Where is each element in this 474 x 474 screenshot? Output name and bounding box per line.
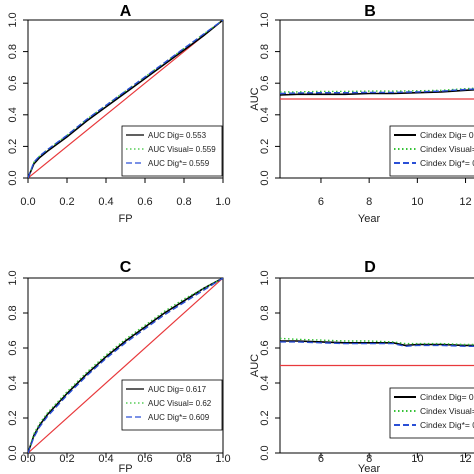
legend-label: AUC Dig*= 0.609	[148, 413, 210, 422]
y-tick-label: 0.8	[7, 44, 19, 59]
plot-area	[280, 337, 474, 367]
x-tick-label: 10	[411, 196, 423, 208]
legend: AUC Dig= 0.617 AUC Visual= 0.62 AUC Dig*= …	[121, 379, 223, 431]
x-tick-label: 8	[366, 196, 372, 208]
y-tick-label: 0.8	[259, 44, 271, 59]
x-tick-label: 0.8	[176, 453, 191, 465]
plot-area	[28, 20, 223, 178]
series-line-0	[280, 89, 474, 96]
y-tick-label: 1.0	[259, 12, 271, 27]
y-tick-label: 1.0	[7, 270, 19, 285]
x-tick-label: 8	[366, 453, 372, 465]
y-tick-label: 0.2	[7, 139, 19, 154]
series-line-0	[28, 278, 223, 453]
series-line-2	[280, 88, 474, 95]
x-tick-label: 0.8	[176, 196, 191, 208]
legend-label: Cindex Dig*= 0	[420, 420, 474, 430]
x-tick-label: 0.0	[20, 453, 35, 465]
x-axis-title: FP	[118, 213, 132, 225]
x-axis-title: Year	[358, 463, 381, 474]
x-tick-label: 12	[459, 196, 471, 208]
series-line-0	[280, 340, 474, 347]
x-tick-label: 6	[318, 453, 324, 465]
legend-label: AUC Dig*= 0.559	[148, 159, 210, 168]
y-tick-label: 0.0	[7, 170, 19, 185]
legend-label: AUC Visual= 0.62	[148, 399, 212, 408]
x-tick-label: 12	[459, 453, 471, 465]
x-tick-label: 0.2	[59, 196, 74, 208]
y-tick-label: 0.2	[259, 139, 271, 154]
legend-label: AUC Visual= 0.559	[148, 145, 216, 154]
panel-d: D 0.0 0.2 0.4 0.6 0.8 1.0 6 8 10 12 Year AUC Cindex D…	[249, 259, 474, 474]
y-tick-label: 0.8	[259, 305, 271, 320]
plot-area	[280, 87, 474, 100]
panel-title: B	[364, 3, 376, 20]
plot-area	[28, 278, 223, 453]
legend-label: Cindex Dig= 0.6	[420, 392, 474, 402]
x-tick-label: 0.6	[137, 196, 152, 208]
panel-b: B 0.0 0.2 0.4 0.6 0.8 1.0 6 8 10 12 Year AUC Cindex D…	[249, 3, 474, 225]
panel-title: A	[120, 3, 132, 20]
reference-diagonal-line	[28, 20, 223, 178]
y-tick-label: 0.4	[259, 375, 271, 390]
y-tick-label: 1.0	[259, 270, 271, 285]
y-axis-title: AUC	[249, 87, 261, 110]
series-line-1	[28, 278, 223, 453]
y-tick-label: 0.4	[7, 107, 19, 122]
legend-label: AUC Dig= 0.553	[148, 131, 207, 140]
x-tick-label: 0.0	[20, 196, 35, 208]
panel-title: C	[120, 259, 132, 276]
y-tick-label: 0.6	[259, 76, 271, 91]
series-line-2	[28, 278, 223, 453]
y-tick-label: 0.0	[7, 445, 19, 460]
legend-label: Cindex Visual=	[420, 406, 474, 416]
series-line-0	[28, 20, 223, 178]
y-tick-label: 0.4	[259, 107, 271, 122]
series-line-1	[280, 337, 474, 346]
plot-frame	[27, 277, 224, 454]
panel-a: A 0.0 0.2 0.4 0.6 0.8 1.0 0.0 0.2 0.4 0.6 0.8 1.0 FP A…	[7, 3, 231, 225]
legend-box	[121, 125, 223, 177]
legend-label: Cindex Visual=	[420, 144, 474, 154]
y-tick-label: 0.0	[259, 170, 271, 185]
x-tick-label: 0.6	[137, 453, 152, 465]
y-tick-label: 0.2	[259, 410, 271, 425]
y-tick-label: 0.2	[7, 410, 19, 425]
y-tick-label: 0.4	[7, 375, 19, 390]
series-line-1	[280, 87, 474, 93]
plot-frame	[27, 19, 224, 179]
reference-diagonal-line	[28, 278, 223, 453]
x-axis-title: Year	[358, 213, 381, 225]
y-tick-label: 0.6	[7, 340, 19, 355]
x-tick-label: 0.4	[98, 453, 113, 465]
x-tick-label: 0.4	[98, 196, 113, 208]
x-tick-label: 1.0	[215, 196, 230, 208]
x-tick-label: 6	[318, 196, 324, 208]
panel-c: C 0.0 0.2 0.4 0.6 0.8 1.0 0.0 0.2 0.4 0.6 0.8 1.0 FP A…	[7, 259, 231, 474]
legend-label: AUC Dig= 0.617	[148, 385, 207, 394]
x-tick-label: 10	[411, 453, 423, 465]
x-tick-label: 0.2	[59, 453, 74, 465]
y-axis-title: AUC	[249, 354, 261, 377]
legend-box	[121, 379, 223, 431]
legend: Cindex Dig= 0.6 Cindex Visual= Cindex Dig*…	[389, 387, 474, 439]
series-line-2	[280, 341, 474, 348]
y-tick-label: 1.0	[7, 12, 19, 27]
y-tick-label: 0.8	[7, 305, 19, 320]
x-axis-title: FP	[118, 463, 132, 474]
legend-label: Cindex Dig= 0.5	[420, 130, 474, 140]
y-tick-label: 0.6	[7, 76, 19, 91]
y-tick-label: 0.6	[259, 340, 271, 355]
x-tick-label: 1.0	[215, 453, 230, 465]
panel-title: D	[364, 259, 376, 276]
series-line-2	[28, 20, 223, 178]
y-tick-label: 0.0	[259, 445, 271, 460]
legend: Cindex Dig= 0.5 Cindex Visual= Cindex Dig*…	[389, 125, 474, 177]
legend: AUC Dig= 0.553 AUC Visual= 0.559 AUC Dig*=…	[121, 125, 223, 177]
legend-label: Cindex Dig*= 0.	[420, 158, 474, 168]
